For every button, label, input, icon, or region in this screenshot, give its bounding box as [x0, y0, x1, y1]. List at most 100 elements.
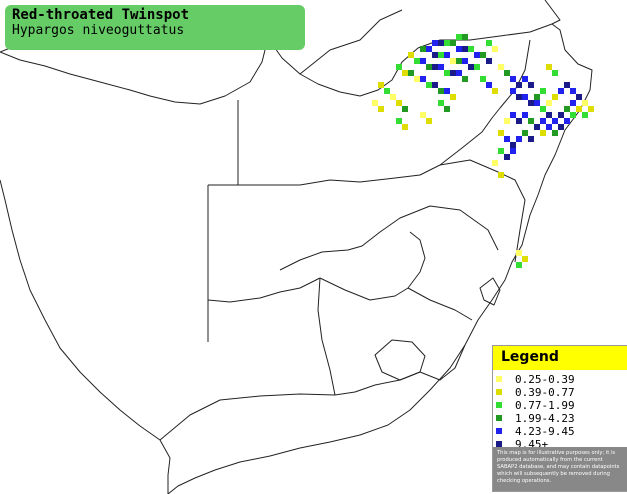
border-province-4	[407, 287, 473, 321]
distribution-square	[510, 88, 516, 94]
distribution-square	[576, 94, 582, 100]
distribution-square	[492, 160, 498, 166]
legend-swatch	[496, 389, 502, 395]
legend-swatch	[496, 376, 502, 382]
legend-items: 0.25-0.39 0.39-0.77 0.77-1.99 1.99-4.23 …	[493, 373, 627, 451]
distribution-square	[414, 76, 420, 82]
distribution-square	[504, 118, 510, 124]
distribution-square	[426, 118, 432, 124]
distribution-square	[372, 100, 378, 106]
legend-label: 0.25-0.39	[515, 373, 575, 386]
distribution-square	[462, 76, 468, 82]
border-zambia	[299, 9, 403, 75]
distribution-square	[432, 64, 438, 70]
distribution-square	[528, 118, 534, 124]
legend-heading: Legend	[501, 349, 559, 365]
legend-swatch	[496, 428, 502, 434]
legend-item: 4.23-9.45	[493, 425, 627, 438]
legend-disclaimer-text: This map is for illustrative purposes on…	[497, 450, 620, 484]
distribution-square	[468, 46, 474, 52]
distribution-square	[570, 112, 576, 118]
distribution-square	[564, 106, 570, 112]
border-lesotho	[374, 339, 426, 381]
distribution-square	[432, 82, 438, 88]
distribution-square	[576, 106, 582, 112]
legend-item: 1.99-4.23	[493, 412, 627, 425]
distribution-square	[450, 94, 456, 100]
distribution-square	[540, 130, 546, 136]
species-common-name: Red-throated Twinspot	[12, 7, 190, 23]
distribution-square	[570, 100, 576, 106]
distribution-square	[420, 58, 426, 64]
distribution-square	[516, 262, 522, 268]
distribution-square	[480, 76, 486, 82]
distribution-square	[528, 82, 534, 88]
distribution-square	[510, 142, 516, 148]
distribution-square	[420, 46, 426, 52]
distribution-square	[546, 64, 552, 70]
distribution-square	[444, 70, 450, 76]
distribution-square	[462, 46, 468, 52]
border-bots-sa	[238, 107, 501, 186]
distribution-square	[498, 172, 504, 178]
distribution-square	[438, 100, 444, 106]
border-swaziland	[479, 277, 501, 306]
legend-item: 0.77-1.99	[493, 399, 627, 412]
legend-label: 1.99-4.23	[515, 412, 575, 425]
distribution-square	[522, 112, 528, 118]
distribution-square	[408, 70, 414, 76]
legend-label: 4.23-9.45	[515, 425, 575, 438]
distribution-square	[426, 64, 432, 70]
distribution-square	[396, 100, 402, 106]
distribution-square	[438, 88, 444, 94]
legend-disclaimer: This map is for illustrative purposes on…	[493, 447, 627, 491]
distribution-square	[438, 64, 444, 70]
legend-label: 0.39-0.77	[515, 386, 575, 399]
species-scientific-name: Hypargos niveoguttatus	[12, 23, 185, 38]
distribution-square	[402, 70, 408, 76]
distribution-square	[504, 154, 510, 160]
distribution-square	[426, 46, 432, 52]
legend-item: 0.39-0.77	[493, 386, 627, 399]
distribution-square	[504, 136, 510, 142]
distribution-square	[432, 52, 438, 58]
distribution-square	[552, 130, 558, 136]
coastline	[0, 23, 593, 494]
distribution-square	[402, 106, 408, 112]
border-westcape	[159, 393, 336, 441]
distribution-square	[516, 82, 522, 88]
distribution-square	[390, 94, 396, 100]
border-zim-sa	[439, 159, 526, 263]
legend-swatch	[496, 441, 502, 447]
distribution-square	[552, 94, 558, 100]
distribution-square	[528, 136, 534, 142]
distribution-square	[480, 52, 486, 58]
distribution-square	[456, 70, 462, 76]
border-zim-moz	[499, 39, 531, 109]
border-namibia-bots	[208, 100, 239, 186]
distribution-square	[426, 82, 432, 88]
distribution-square	[414, 58, 420, 64]
distribution-square	[450, 40, 456, 46]
distribution-square	[432, 40, 438, 46]
distribution-square	[402, 124, 408, 130]
distribution-square	[498, 148, 504, 154]
border-province-1	[279, 205, 499, 271]
border-province-2	[319, 231, 426, 301]
border-eastcape	[334, 344, 466, 396]
distribution-square	[516, 136, 522, 142]
distribution-square	[456, 46, 462, 52]
legend-item: 0.25-0.39	[493, 373, 627, 386]
legend-header: Legend	[493, 346, 627, 370]
distribution-square	[582, 112, 588, 118]
distribution-square	[564, 118, 570, 124]
legend-label: 0.77-1.99	[515, 399, 575, 412]
distribution-square	[474, 64, 480, 70]
distribution-square	[522, 130, 528, 136]
distribution-square	[558, 88, 564, 94]
distribution-square	[456, 34, 462, 40]
legend-swatch	[496, 415, 502, 421]
distribution-square	[396, 118, 402, 124]
distribution-square	[552, 70, 558, 76]
